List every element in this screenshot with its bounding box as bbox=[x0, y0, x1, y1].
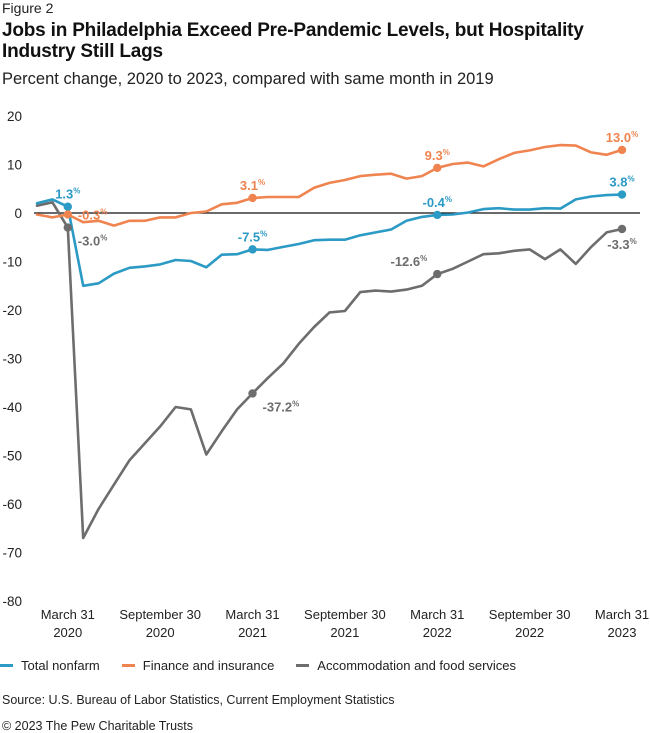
x-tick-label: September 30 bbox=[489, 607, 571, 622]
series-line-accommodation-and-food-services bbox=[35, 201, 624, 540]
legend-swatch bbox=[296, 663, 310, 667]
x-tick-label: March 31 bbox=[410, 607, 464, 622]
x-tick-label-year: 2022 bbox=[515, 625, 544, 640]
y-tick-label: -40 bbox=[2, 400, 22, 415]
y-tick-label: -70 bbox=[2, 546, 22, 561]
data-point-finance-and-insurance bbox=[248, 193, 257, 203]
x-axis: March 31 2020 September 30 2020 March 31 2021… bbox=[41, 607, 649, 640]
chart-title: Jobs in Philadelphia Exceed Pre-Pandemic… bbox=[2, 20, 584, 62]
y-tick-label: 20 bbox=[7, 109, 22, 124]
y-tick-label: -10 bbox=[2, 255, 22, 270]
data-point-accommodation-and-food-services bbox=[617, 224, 627, 234]
data-point-total-nonfarm bbox=[248, 245, 257, 254]
x-tick-label: September 30 bbox=[119, 607, 201, 622]
data-label-accommodation-and-food-services: -3.3% bbox=[607, 237, 637, 252]
y-tick-label: -30 bbox=[2, 352, 22, 367]
x-tick-label: March 31 bbox=[41, 607, 95, 622]
legend-label: Total nonfarm bbox=[21, 657, 100, 673]
x-tick-label-year: 2023 bbox=[608, 625, 637, 640]
chart-subtitle: Percent change, 2020 to 2023, compared w… bbox=[2, 70, 494, 88]
series-lines bbox=[35, 143, 624, 540]
data-point-finance-and-insurance bbox=[433, 163, 442, 173]
data-label-accommodation-and-food-services: -12.6% bbox=[390, 254, 427, 269]
figure-label: Figure 2 bbox=[2, 0, 54, 16]
data-point-accommodation-and-food-services bbox=[248, 389, 257, 398]
x-tick-label-year: 2020 bbox=[53, 625, 82, 640]
x-tick-label: March 31 bbox=[225, 607, 279, 622]
series-line-total-nonfarm bbox=[35, 193, 624, 288]
data-label-total-nonfarm: -7.5% bbox=[238, 229, 268, 244]
legend-item: Finance and insurance bbox=[121, 657, 275, 673]
y-tick-label: -20 bbox=[2, 303, 22, 318]
copyright-note: © 2023 The Pew Charitable Trusts bbox=[2, 719, 194, 733]
y-tick-label: 10 bbox=[7, 158, 22, 173]
x-tick-label-year: 2022 bbox=[423, 625, 452, 640]
series-line-finance-and-insurance bbox=[35, 143, 624, 227]
data-point-total-nonfarm bbox=[433, 210, 442, 220]
x-tick-label: September 30 bbox=[304, 607, 386, 622]
y-tick-label: -60 bbox=[2, 497, 22, 512]
data-label-total-nonfarm: 3.8% bbox=[609, 175, 634, 190]
legend-swatch bbox=[0, 663, 13, 667]
data-label-finance-and-insurance: 13.0% bbox=[606, 130, 638, 145]
data-label-finance-and-insurance: 3.1% bbox=[240, 178, 265, 193]
data-point-accommodation-and-food-services bbox=[433, 269, 442, 279]
data-point-finance-and-insurance bbox=[617, 145, 627, 155]
source-note: Source: U.S. Bureau of Labor Statistics,… bbox=[2, 693, 395, 707]
legend-label: Finance and insurance bbox=[142, 657, 275, 673]
series-points bbox=[63, 145, 627, 398]
y-tick-label: -80 bbox=[2, 594, 22, 609]
y-axis: 20 10 0 -10 -20 -30 -40 -50 -60 -70 -80 bbox=[2, 109, 22, 609]
x-tick-label: March 31 bbox=[595, 607, 649, 622]
data-label-finance-and-insurance: -0.3% bbox=[78, 207, 108, 222]
data-label-accommodation-and-food-services: -3.0% bbox=[78, 234, 108, 249]
data-point-total-nonfarm bbox=[617, 190, 627, 199]
data-label-accommodation-and-food-services: -37.2% bbox=[263, 399, 300, 414]
legend-label: Accommodation and food services bbox=[317, 657, 517, 673]
data-label-total-nonfarm: 1.3% bbox=[55, 187, 80, 202]
line-chart: 20 10 0 -10 -20 -30 -40 -50 -60 -70 -80 March 31 20… bbox=[2, 109, 649, 640]
legend-item: Total nonfarm bbox=[0, 658, 100, 673]
x-tick-label-year: 2021 bbox=[238, 625, 267, 640]
x-tick-label-year: 2021 bbox=[330, 625, 359, 640]
data-point-accommodation-and-food-services bbox=[63, 223, 72, 232]
data-label-finance-and-insurance: 9.3% bbox=[425, 148, 450, 163]
y-tick-label: -50 bbox=[2, 449, 22, 464]
data-label-total-nonfarm: -0.4% bbox=[422, 195, 452, 210]
legend-swatch bbox=[121, 663, 135, 667]
chart-legend: Total nonfarm Finance and insurance Accomm… bbox=[0, 656, 538, 674]
x-tick-label-year: 2020 bbox=[146, 625, 175, 640]
y-tick-label: 0 bbox=[14, 206, 22, 221]
data-point-finance-and-insurance bbox=[63, 210, 72, 219]
legend-item: Accommodation and food services bbox=[296, 658, 516, 673]
data-point-total-nonfarm bbox=[63, 202, 72, 211]
series-labels: 1.3% -7.5% -0.4% 3.8% -0.3% 3.1% 9.3% 13.0% -3.0… bbox=[55, 130, 638, 414]
